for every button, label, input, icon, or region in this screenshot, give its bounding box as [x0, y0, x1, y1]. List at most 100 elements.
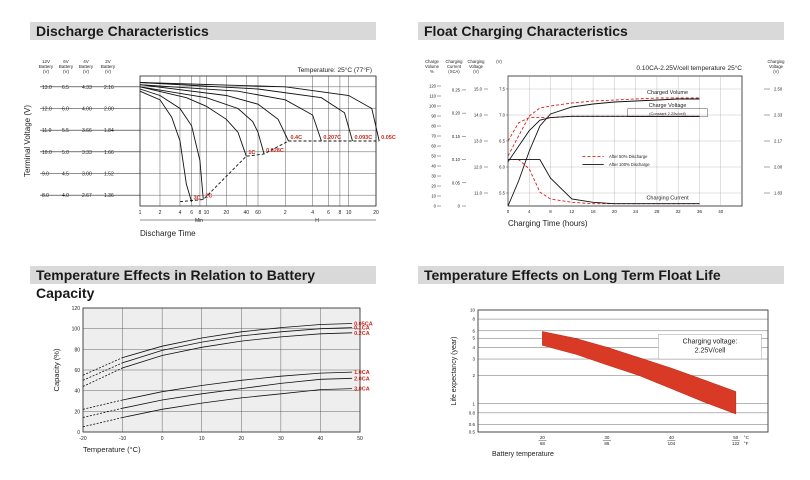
float-x-tick: 8 [549, 209, 552, 214]
discharge-volt-tick: 13.0 [42, 85, 52, 91]
float-volume-tick: 80 [431, 124, 436, 129]
capacity-series-label: 3.0CA [354, 387, 370, 393]
float-x-tick: 36 [697, 209, 703, 214]
life-expectancy-band [542, 331, 737, 415]
float-volume-50-line [507, 97, 700, 157]
life-y-tick: 0.6 [469, 422, 476, 427]
life-x-tick-c: 30 [604, 435, 610, 440]
float-right-tick: 2.17 [774, 139, 783, 144]
float-legend-100-label: After 100% Discharge [609, 162, 650, 167]
discharge-x-tick: 8 [339, 210, 342, 216]
life-y-tick: 6 [472, 328, 475, 333]
float-v12-tick: 14.0 [474, 113, 483, 118]
discharge-col-header: Battery [79, 64, 94, 69]
capacity-x-tick: 50 [357, 436, 363, 442]
float-v12-tick: 12.0 [474, 165, 483, 170]
life-y-tick: 10 [470, 308, 476, 313]
float-current-tick: 0.10 [452, 157, 461, 162]
float-volume-tick: 70 [431, 134, 436, 139]
life-ylabel: Life expectancy (year) [451, 337, 458, 406]
discharge-series-line [139, 90, 193, 202]
float-current-tick: 0 [458, 204, 461, 209]
float-condition: 0.10CA-2.25V/cell temperature 25°C [636, 64, 742, 72]
discharge-x-tick: 60 [255, 210, 261, 216]
discharge-x-tick: 4 [311, 210, 314, 216]
discharge-volt-tick: 8.0 [42, 193, 49, 199]
float-current-50-line [508, 159, 700, 205]
float-right-header: (V) [773, 69, 779, 74]
discharge-series-label: 1C [248, 150, 255, 156]
capacity-series-line [122, 327, 353, 364]
life-note-box [658, 334, 762, 360]
discharge-col-header: Battery [59, 64, 74, 69]
float-v12-tick: 11.0 [474, 191, 483, 196]
float-label-charge-voltage: Charge Voltage [649, 103, 687, 109]
discharge-volt-tick: 6.5 [62, 85, 69, 91]
life-note-line1: Charging voltage: [683, 338, 738, 345]
discharge-series-label: 0.207C [323, 135, 341, 141]
discharge-volt-tick: 2.16 [104, 85, 114, 91]
float-col-header: % [430, 69, 434, 74]
float-volume-tick: 40 [431, 164, 436, 169]
discharge-header: Discharge Characteristics [30, 22, 376, 40]
float-volume-tick: 20 [431, 184, 436, 189]
discharge-x-tick: 8 [199, 210, 202, 216]
capacity-y-tick: 100 [72, 327, 81, 333]
float-current-tick: 0.15 [452, 134, 461, 139]
discharge-x-tick: 4 [179, 210, 182, 216]
float-x-tick: 0 [507, 209, 510, 214]
discharge-x-tick: 20 [224, 210, 230, 216]
life-x-tick-c: 40 [669, 435, 675, 440]
capacity-y-tick: 40 [74, 389, 80, 395]
life-unit-f: °F [744, 441, 749, 446]
capacity-x-tick: 20 [239, 436, 245, 442]
float-volume-tick: 120 [429, 84, 437, 89]
discharge-col-header: 4V [83, 59, 89, 64]
float-col-header: Charging [446, 59, 464, 64]
float-x-tick: 24 [633, 209, 639, 214]
float-col-header: Charging [468, 59, 486, 64]
discharge-series-line [139, 84, 289, 142]
float-label-constant: (Constant 2.25v/cell) [649, 111, 686, 116]
float-volume-tick: 60 [431, 144, 436, 149]
discharge-volt-tick: 6.0 [62, 107, 69, 113]
float-volume-tick: 0 [434, 204, 437, 209]
discharge-x-tick: 2 [284, 210, 287, 216]
discharge-volt-tick: 3.33 [82, 150, 92, 156]
float-title: Float Charging Characteristics [424, 23, 628, 39]
float-right-tick: 1.83 [774, 191, 783, 196]
float-col-header: (V) [473, 69, 479, 74]
float-col-header: (V) [496, 59, 502, 64]
discharge-series-line [139, 84, 322, 142]
discharge-volt-tick: 10.0 [42, 150, 52, 156]
discharge-series-line [139, 86, 265, 155]
capacity-x-tick: 30 [278, 436, 284, 442]
discharge-volt-tick: 2.67 [82, 193, 92, 199]
discharge-volt-tick: 9.0 [42, 172, 49, 178]
float-volume-tick: 100 [429, 104, 437, 109]
capacity-header: Temperature Effects in Relation to Batte… [30, 266, 376, 301]
discharge-unit-h: H [315, 218, 319, 224]
float-v6-tick: 6.0 [499, 165, 505, 170]
float-col-header: Volume [425, 64, 440, 69]
discharge-col-header: 12V [42, 59, 50, 64]
life-y-tick: 3 [472, 357, 475, 362]
discharge-series-line [139, 86, 247, 157]
life-note-line2: 2.25V/cell [695, 347, 726, 354]
discharge-volt-tick: 1.66 [104, 150, 114, 156]
capacity-series-line-cold [82, 362, 123, 381]
capacity-ylabel: Capacity (%) [52, 348, 61, 391]
discharge-title: Discharge Characteristics [36, 23, 209, 39]
discharge-volt-tick: 4.0 [62, 193, 69, 199]
life-plot-area [477, 309, 769, 433]
float-volume-100-line [507, 98, 700, 207]
capacity-title: Temperature Effects in Relation to Batte… [36, 267, 316, 301]
discharge-series-line [139, 88, 204, 200]
discharge-x-tick: 6 [327, 210, 330, 216]
discharge-series-label: 0.4C [290, 135, 302, 141]
life-x-tick-f: 86 [604, 441, 610, 446]
float-label-charging-current: Charging Current [646, 195, 689, 201]
capacity-series-line [122, 323, 353, 358]
capacity-y-tick: 120 [72, 306, 81, 312]
discharge-volt-tick: 1.36 [104, 193, 114, 199]
